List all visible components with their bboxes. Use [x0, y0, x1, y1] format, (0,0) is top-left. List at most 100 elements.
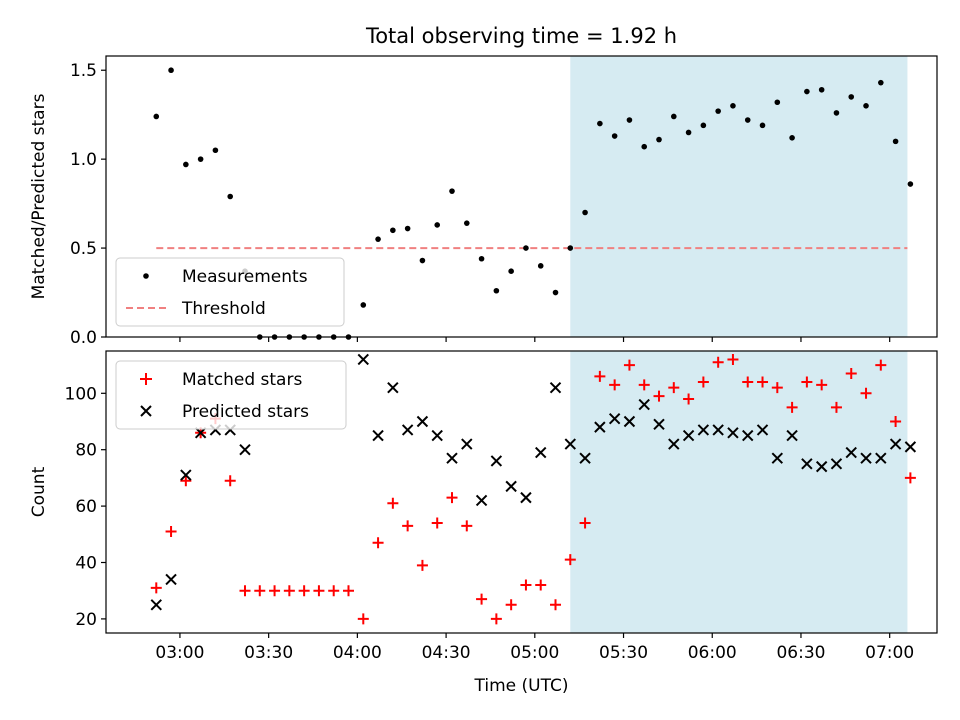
y-tick-label: 40	[75, 554, 97, 574]
data-point	[668, 382, 680, 394]
data-point	[700, 122, 707, 129]
data-point	[150, 599, 162, 611]
data-point	[150, 582, 162, 594]
data-point	[786, 401, 798, 413]
data-point	[463, 220, 470, 226]
data-point	[402, 520, 414, 532]
data-point	[715, 108, 721, 114]
data-point	[168, 67, 174, 74]
data-point	[165, 525, 177, 537]
data-point	[508, 268, 514, 274]
data-point	[756, 424, 769, 436]
data-point	[549, 381, 562, 394]
x-tick-label: 07:00	[865, 643, 914, 663]
data-point	[490, 455, 503, 467]
data-point	[830, 401, 842, 413]
data-point	[641, 143, 648, 150]
data-point	[609, 379, 621, 391]
data-point	[727, 353, 739, 365]
data-point	[730, 102, 736, 109]
data-point	[328, 585, 340, 597]
data-point	[801, 458, 813, 470]
data-point	[298, 585, 310, 597]
data-point	[357, 613, 369, 625]
data-point	[357, 353, 369, 366]
data-point	[375, 236, 381, 242]
data-point	[892, 138, 899, 145]
legend-box	[115, 257, 345, 327]
data-point	[475, 494, 488, 507]
data-point	[653, 390, 665, 402]
data-point	[597, 120, 603, 127]
y-tick-label: 20	[75, 610, 97, 630]
data-point	[419, 257, 426, 264]
data-point	[904, 472, 916, 484]
y-axis-label: Count	[29, 466, 49, 517]
data-point	[493, 287, 500, 294]
data-point	[227, 193, 234, 200]
data-point	[564, 554, 576, 566]
legend-label: Matched stars	[182, 370, 302, 390]
data-point	[567, 245, 574, 251]
data-point	[611, 133, 618, 139]
data-point	[461, 520, 473, 532]
x-tick-label: 03:30	[244, 643, 293, 663]
legend: Measurements Threshold	[115, 257, 345, 327]
data-point	[224, 475, 236, 487]
chart-title: Total observing time = 1.92 h	[365, 24, 677, 48]
data-point	[212, 147, 219, 154]
data-point	[180, 469, 192, 481]
data-point	[582, 209, 588, 216]
data-point	[401, 424, 414, 436]
data-point	[476, 593, 488, 605]
data-point	[742, 429, 754, 442]
data-point	[434, 222, 441, 228]
data-point	[564, 438, 577, 450]
data-point	[535, 446, 547, 459]
data-point	[594, 370, 606, 382]
x-tick-label: 04:30	[422, 643, 471, 663]
data-point	[550, 599, 562, 611]
data-point	[656, 136, 662, 143]
data-point	[804, 88, 810, 95]
data-point	[889, 438, 902, 450]
data-point	[387, 381, 399, 394]
x-tick-label: 04:00	[333, 643, 382, 663]
data-point	[372, 537, 384, 549]
data-point	[904, 441, 917, 453]
data-point	[671, 113, 677, 120]
data-point	[712, 424, 724, 436]
series-matched-stars	[150, 353, 916, 625]
legend-marker	[140, 405, 152, 417]
data-point	[404, 225, 411, 232]
data-point	[153, 113, 160, 120]
data-point	[668, 438, 680, 450]
y-tick-label: 80	[75, 441, 97, 461]
data-point	[608, 412, 621, 425]
data-point	[638, 379, 650, 391]
data-point	[579, 517, 591, 529]
data-point	[342, 585, 354, 597]
data-point	[360, 302, 367, 308]
data-point	[845, 368, 857, 380]
legend-label: Measurements	[182, 267, 308, 287]
data-point	[165, 573, 177, 586]
data-point	[833, 110, 840, 116]
y-tick-label: 1.0	[70, 150, 97, 170]
data-point	[848, 94, 855, 100]
data-point	[744, 117, 751, 123]
x-tick-label: 05:00	[510, 643, 559, 663]
data-point	[180, 475, 192, 487]
x-axis-label: Time (UTC)	[474, 676, 569, 696]
x-tick-label: 03:00	[155, 643, 204, 663]
data-point	[860, 387, 872, 399]
data-point	[239, 443, 251, 456]
data-point	[816, 379, 828, 391]
data-point	[387, 497, 399, 509]
data-point	[875, 359, 887, 371]
data-point	[682, 429, 695, 442]
data-point	[523, 245, 529, 251]
data-point	[683, 393, 695, 405]
y-tick-label: 100	[65, 384, 97, 404]
